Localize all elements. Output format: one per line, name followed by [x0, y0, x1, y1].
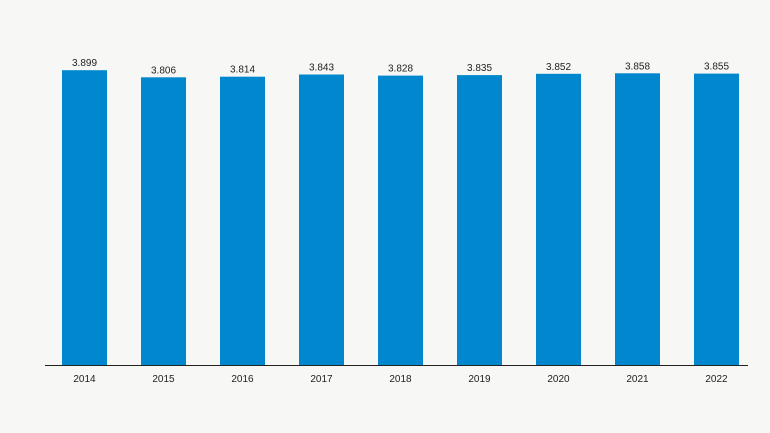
bar-2016 — [220, 76, 265, 365]
x-tick-label-2022: 2022 — [705, 374, 728, 385]
bar-2021 — [615, 73, 660, 366]
bar-2014 — [62, 70, 107, 365]
value-label-2021: 3.858 — [625, 61, 650, 72]
bar-2015 — [141, 77, 186, 366]
x-tick-labels-layer: 2014 2015 2016 2017 2018 2019 2020 2021 2022 — [73, 374, 728, 385]
bar-2019 — [457, 75, 502, 365]
value-label-2015: 3.806 — [151, 65, 176, 76]
value-label-2019: 3.835 — [467, 63, 492, 74]
x-tick-label-2016: 2016 — [231, 374, 254, 385]
value-label-2017: 3.843 — [309, 63, 334, 74]
bar-2022 — [694, 73, 739, 365]
x-tick-label-2020: 2020 — [547, 374, 570, 385]
bars-layer — [62, 70, 739, 366]
value-label-2014: 3.899 — [72, 58, 97, 69]
value-labels-layer: 3.899 3.806 3.814 3.843 3.828 3.835 3.852 3.858… — [72, 58, 729, 76]
x-tick-label-2015: 2015 — [152, 374, 175, 385]
x-tick-label-2021: 2021 — [626, 374, 649, 385]
bar-2018 — [378, 75, 423, 365]
x-tick-label-2018: 2018 — [389, 374, 412, 385]
value-label-2022: 3.855 — [704, 62, 729, 73]
bar-2020 — [536, 73, 581, 366]
bar-2017 — [299, 74, 344, 365]
value-label-2016: 3.814 — [230, 65, 255, 76]
value-label-2018: 3.828 — [388, 64, 413, 75]
x-tick-label-2014: 2014 — [73, 374, 96, 385]
value-label-2020: 3.852 — [546, 62, 571, 73]
x-tick-label-2017: 2017 — [310, 374, 333, 385]
x-tick-label-2019: 2019 — [468, 374, 491, 385]
